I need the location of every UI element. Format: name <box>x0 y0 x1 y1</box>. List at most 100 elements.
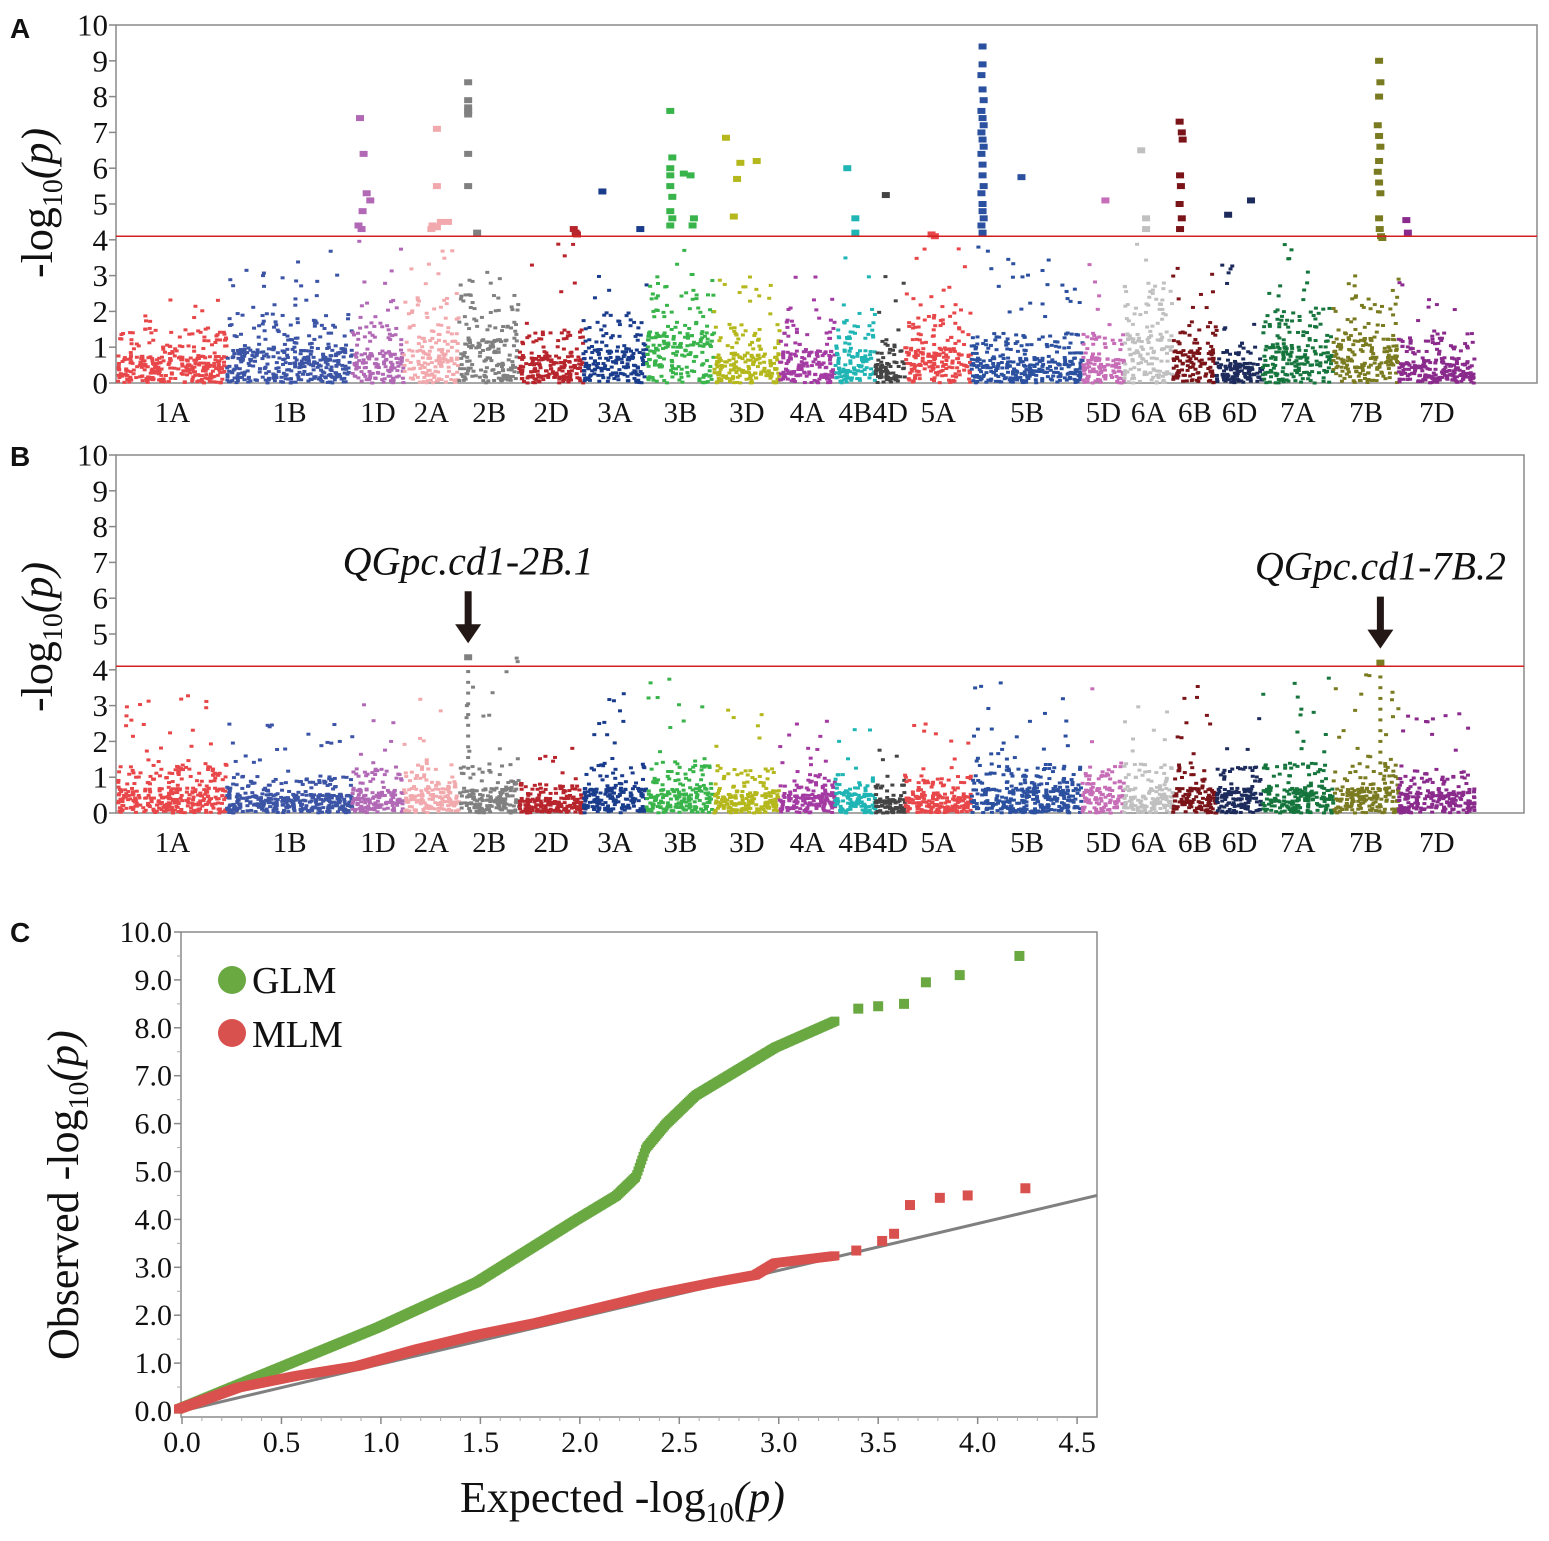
snp-point <box>264 807 269 811</box>
snp-point <box>459 356 464 360</box>
snp-point <box>326 808 331 812</box>
y-tick-label: 9 <box>93 43 109 78</box>
snp-point <box>910 338 915 342</box>
snp-point <box>425 379 430 383</box>
snp-point <box>1094 336 1099 340</box>
snp-point <box>1185 368 1190 372</box>
snp-point <box>568 351 573 355</box>
significant-snp <box>1177 215 1186 222</box>
snp-point <box>481 379 486 383</box>
snp-point <box>496 371 501 375</box>
significant-snp <box>978 172 987 179</box>
snp-point <box>245 351 250 355</box>
snp-point <box>203 356 208 360</box>
snp-point <box>1007 378 1012 382</box>
snp-point <box>602 324 607 328</box>
snp-point <box>327 775 332 779</box>
snp-point <box>433 369 438 373</box>
snp-point <box>914 369 919 373</box>
snp-point <box>591 362 596 366</box>
snp-point <box>1193 338 1198 342</box>
snp-point <box>200 309 205 313</box>
snp-point <box>179 767 184 771</box>
snp-point <box>385 806 390 810</box>
snp-point <box>1006 356 1011 360</box>
snp-point <box>691 359 696 363</box>
snp-point <box>1291 375 1296 379</box>
snp-point <box>209 372 214 376</box>
significant-snp <box>1376 79 1385 86</box>
snp-point <box>588 356 593 360</box>
snp-point <box>170 787 175 791</box>
snp-point <box>190 379 195 383</box>
snp-point <box>176 801 181 805</box>
snp-point <box>809 381 814 385</box>
snp-point <box>1283 372 1288 376</box>
snp-point <box>984 371 989 375</box>
snp-point <box>631 351 636 355</box>
snp-point <box>891 371 896 375</box>
snp-point <box>1015 349 1020 353</box>
snp-point <box>941 322 946 326</box>
snp-point <box>343 364 348 368</box>
snp-point <box>514 332 519 336</box>
snp-point <box>985 350 990 354</box>
snp-point <box>1058 373 1063 377</box>
snp-point <box>1019 372 1024 376</box>
snp-point <box>237 367 242 371</box>
snp-point <box>650 292 655 296</box>
snp-point <box>1467 365 1472 369</box>
snp-point <box>757 294 762 298</box>
snp-point <box>931 316 936 320</box>
snp-point <box>1085 335 1090 339</box>
snp-point <box>642 375 647 379</box>
snp-point <box>1321 379 1326 383</box>
snp-point <box>1248 373 1253 377</box>
snp-point <box>195 356 200 360</box>
snp-point <box>671 334 676 338</box>
snp-point <box>351 770 356 774</box>
snp-point <box>1455 366 1460 370</box>
snp-point <box>205 794 210 798</box>
snp-point <box>917 377 922 381</box>
snp-point <box>1345 318 1350 322</box>
snp-point <box>1130 359 1135 363</box>
snp-point <box>1360 369 1365 373</box>
snp-point <box>306 355 311 359</box>
snp-point <box>346 317 351 321</box>
snp-point <box>781 370 786 374</box>
snp-point <box>1369 349 1374 353</box>
snp-point <box>490 343 495 347</box>
snp-point <box>351 788 356 792</box>
snp-point <box>199 779 204 783</box>
snp-point <box>227 789 232 793</box>
snp-point <box>302 356 307 360</box>
snp-point <box>225 378 230 382</box>
snp-point <box>982 373 987 377</box>
snp-point <box>891 348 896 352</box>
data-points <box>116 654 1477 815</box>
snp-point <box>248 800 253 804</box>
snp-point <box>1089 355 1094 359</box>
snp-point <box>326 792 331 796</box>
snp-point <box>434 341 439 345</box>
snp-point <box>916 325 921 329</box>
snp-point <box>991 355 996 359</box>
snp-point <box>116 373 121 377</box>
snp-point <box>304 793 309 797</box>
snp-point <box>1233 361 1238 365</box>
snp-point <box>140 354 145 358</box>
snp-point <box>123 795 128 799</box>
snp-point <box>1095 307 1100 311</box>
snp-point <box>232 376 237 380</box>
snp-point <box>767 371 772 375</box>
snp-point <box>1081 355 1086 359</box>
snp-point <box>841 367 846 371</box>
snp-point <box>1407 363 1412 367</box>
chromosome-label: 5A <box>920 397 956 429</box>
snp-point <box>968 380 973 384</box>
snp-point <box>1263 371 1268 375</box>
snp-point <box>274 807 279 811</box>
snp-point <box>1273 381 1278 385</box>
snp-point <box>527 334 532 338</box>
